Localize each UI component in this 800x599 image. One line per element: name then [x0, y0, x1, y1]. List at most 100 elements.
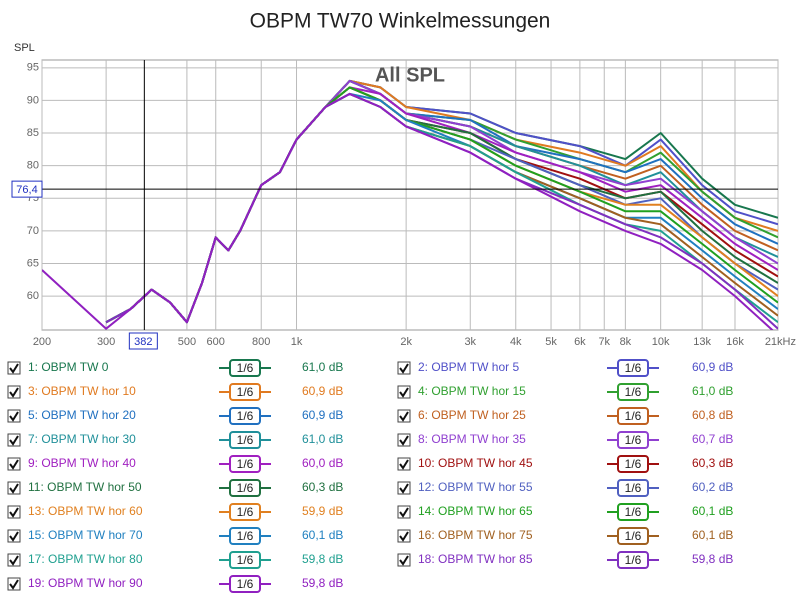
smoothing-label: 1/6	[625, 433, 642, 447]
smoothing-box[interactable]	[229, 551, 261, 569]
legend-level: 59,8 dB	[302, 552, 343, 566]
check-mark	[9, 579, 19, 590]
smoothing-label: 1/6	[237, 577, 254, 591]
smoothing-label: 1/6	[237, 481, 254, 495]
legend-label: 10: OBPM TW hor 45	[418, 456, 533, 470]
smoothing-box[interactable]	[617, 455, 649, 473]
smoothing-box[interactable]	[229, 503, 261, 521]
cursor-y-box	[11, 180, 43, 198]
legend-label: 14: OBPM TW hor 65	[418, 504, 533, 518]
smoothing-box[interactable]	[617, 503, 649, 521]
x-tick-label: 21kHz	[765, 336, 796, 348]
smoothing-label: 1/6	[625, 553, 642, 567]
legend-level: 60,0 dB	[302, 456, 343, 470]
legend-level: 60,9 dB	[692, 360, 733, 374]
check-mark	[9, 435, 19, 446]
smoothing-label: 1/6	[237, 433, 254, 447]
legend-level: 60,9 dB	[302, 384, 343, 398]
smoothing-label: 1/6	[237, 409, 254, 423]
smoothing-box[interactable]	[229, 431, 261, 449]
check-mark	[399, 435, 409, 446]
check-mark	[9, 459, 19, 470]
legend-level: 60,7 dB	[692, 432, 733, 446]
legend-label: 6: OBPM TW hor 25	[418, 408, 526, 422]
y-tick-label: 95	[27, 62, 39, 74]
x-tick-label: 4k	[510, 336, 522, 348]
x-tick-label: 200	[33, 336, 51, 348]
smoothing-label: 1/6	[237, 529, 254, 543]
smoothing-box[interactable]	[617, 551, 649, 569]
legend-entry: 14: OBPM TW hor 65 1/6 60,1 dB	[397, 503, 733, 521]
y-tick-label: 70	[27, 225, 39, 237]
smoothing-box[interactable]	[229, 575, 261, 593]
legend-level: 60,3 dB	[692, 456, 733, 470]
smoothing-box[interactable]	[229, 407, 261, 425]
cursor-x-box	[128, 332, 158, 350]
legend-label: 18: OBPM TW hor 85	[418, 552, 533, 566]
smoothing-box[interactable]	[229, 383, 261, 401]
smoothing-label: 1/6	[237, 457, 254, 471]
smoothing-box[interactable]	[617, 431, 649, 449]
legend-entry: 18: OBPM TW hor 85 1/6 59,8 dB	[397, 551, 733, 569]
smoothing-box[interactable]	[229, 527, 261, 545]
check-mark	[399, 459, 409, 470]
smoothing-label: 1/6	[237, 553, 254, 567]
x-tick-label: 16k	[726, 336, 744, 348]
smoothing-label: 1/6	[625, 409, 642, 423]
legend-entry: 9: OBPM TW hor 40 1/6 60,0 dB	[7, 455, 343, 473]
y-tick-label: 80	[27, 160, 39, 172]
check-mark	[9, 387, 19, 398]
legend-label: 7: OBPM TW hor 30	[28, 432, 136, 446]
smoothing-box[interactable]	[617, 407, 649, 425]
smoothing-label: 1/6	[625, 529, 642, 543]
check-mark	[399, 387, 409, 398]
smoothing-label: 1/6	[625, 385, 642, 399]
legend-label: 3: OBPM TW hor 10	[28, 384, 136, 398]
legend-level: 60,1 dB	[692, 504, 733, 518]
legend-entry: 13: OBPM TW hor 60 1/6 59,9 dB	[7, 503, 343, 521]
check-mark	[399, 483, 409, 494]
legend-entry: 3: OBPM TW hor 10 1/6 60,9 dB	[7, 383, 343, 401]
check-mark	[399, 531, 409, 542]
smoothing-label: 1/6	[625, 361, 642, 375]
legend-entry: 6: OBPM TW hor 25 1/6 60,8 dB	[397, 407, 733, 425]
check-mark	[9, 555, 19, 566]
smoothing-box[interactable]	[617, 527, 649, 545]
smoothing-box[interactable]	[229, 455, 261, 473]
legend-label: 19: OBPM TW hor 90	[28, 576, 143, 590]
smoothing-box[interactable]	[229, 479, 261, 497]
legend-label: 16: OBPM TW hor 75	[418, 528, 533, 542]
legend-entry: 2: OBPM TW hor 5 1/6 60,9 dB	[397, 359, 733, 377]
x-tick-label: 10k	[652, 336, 670, 348]
x-tick-label: 7k	[598, 336, 610, 348]
smoothing-box[interactable]	[617, 359, 649, 377]
x-tick-label: 500	[178, 336, 196, 348]
check-mark	[9, 531, 19, 542]
chart-title: OBPM TW70 Winkelmessungen	[250, 10, 551, 33]
x-tick-label: 600	[207, 336, 225, 348]
check-mark	[399, 363, 409, 374]
legend-label: 4: OBPM TW hor 15	[418, 384, 526, 398]
check-mark	[9, 507, 19, 518]
smoothing-box[interactable]	[617, 479, 649, 497]
legend-entry: 7: OBPM TW hor 30 1/6 61,0 dB	[7, 431, 343, 449]
smoothing-box[interactable]	[617, 383, 649, 401]
x-tick-label: 13k	[693, 336, 711, 348]
smoothing-label: 1/6	[625, 481, 642, 495]
legend-entry: 12: OBPM TW hor 55 1/6 60,2 dB	[397, 479, 733, 497]
y-tick-label: 85	[27, 127, 39, 139]
legend-label: 17: OBPM TW hor 80	[28, 552, 143, 566]
legend-label: 15: OBPM TW hor 70	[28, 528, 143, 542]
legend-entry: 4: OBPM TW hor 15 1/6 61,0 dB	[397, 383, 733, 401]
legend-level: 61,0 dB	[302, 360, 343, 374]
smoothing-box[interactable]	[229, 359, 261, 377]
legend-label: 12: OBPM TW hor 55	[418, 480, 533, 494]
legend-label: 9: OBPM TW hor 40	[28, 456, 136, 470]
legend-label: 13: OBPM TW hor 60	[28, 504, 143, 518]
check-mark	[9, 411, 19, 422]
legend-level: 60,2 dB	[692, 480, 733, 494]
x-tick-label: 6k	[574, 336, 586, 348]
x-tick-label: 8k	[620, 336, 632, 348]
legend-level: 59,8 dB	[692, 552, 733, 566]
legend-label: 11: OBPM TW hor 50	[28, 480, 142, 494]
